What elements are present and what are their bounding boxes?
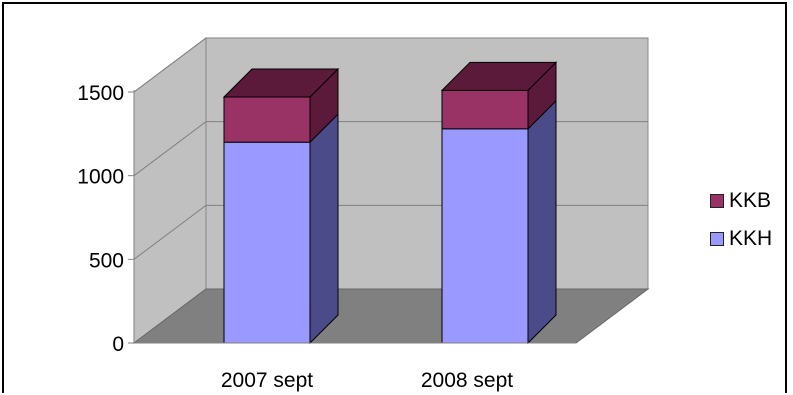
bar-KKH-2008-sept [441,99,557,345]
bar-front [441,89,529,130]
y-tick-label: 500 [89,249,124,272]
gridline [133,37,648,93]
bars [222,61,558,345]
y-axis: 0 500 1000 1500 [77,82,135,356]
bar-side [309,112,339,345]
legend-label: KKB [729,189,772,212]
x-tick-label: 2008 sept [421,369,513,392]
legend-swatch [710,194,724,208]
legend-item-kkh: KKH [710,220,772,258]
bar-front [223,96,311,143]
floor [132,288,650,344]
bar-KKH-2007-sept [223,112,339,345]
x-axis: 2007 sept 2008 sept [134,342,576,392]
bar-top [440,61,558,91]
stacked-3d-bar-chart: 0 500 1000 1500 2007 sept 2008 sept [77,37,650,392]
bar-front [223,141,311,344]
x-tick-label: 2007 sept [221,369,313,392]
bar-KKB-2008-sept [440,61,558,131]
legend-swatch [710,232,724,246]
bar-KKB-2007-sept [222,67,340,144]
chart-frame: 0 500 1000 1500 2007 sept 2008 sept KKB KKH [2,2,787,393]
bar-side [527,99,557,345]
y-tick-label: 1000 [77,166,124,189]
legend: KKB KKH [710,182,772,258]
bar-top [222,68,340,98]
y-tick-label: 0 [112,333,124,356]
y-tick-label: 1500 [77,82,124,105]
legend-label: KKH [729,227,773,250]
bar-front [441,128,529,344]
chart-walls [132,37,650,344]
legend-item-kkb: KKB [710,182,772,220]
